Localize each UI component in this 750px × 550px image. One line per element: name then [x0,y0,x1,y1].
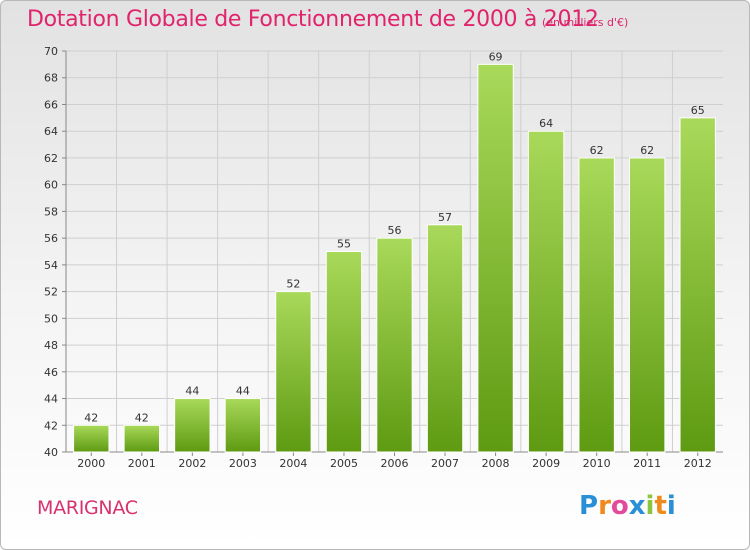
logo-letter: t [654,491,667,521]
data-label: 42 [135,411,149,424]
bar [679,117,716,453]
x-tick-label: 2010 [583,457,611,470]
x-tick-label: 2001 [128,457,156,470]
y-tick-label: 68 [44,72,58,85]
bar [578,157,615,453]
bar [629,157,666,453]
x-tick-label: 2005 [330,457,358,470]
y-tick-label: 42 [44,419,58,432]
commune-name: MARIGNAC [37,497,138,519]
bar [174,398,211,453]
data-label: 56 [388,224,402,237]
data-label: 52 [286,278,300,291]
y-tick-label: 54 [44,259,58,272]
data-label: 44 [236,385,250,398]
logo-letter: i [666,491,676,521]
data-label: 64 [539,117,553,130]
x-tick-label: 2004 [279,457,307,470]
bar [527,130,565,453]
y-tick-label: 60 [44,179,58,192]
data-label: 55 [337,238,351,251]
data-label: 57 [438,211,452,224]
bar [325,251,363,453]
y-tick-label: 48 [44,339,58,352]
data-label: 62 [590,144,604,157]
data-label: 62 [640,144,654,157]
chart-subtitle: (en milliers d'€) [542,16,629,29]
y-tick-label: 64 [44,125,58,138]
x-tick-label: 2011 [633,457,661,470]
y-tick-label: 46 [44,366,58,379]
logo-letter: x [628,491,646,521]
chart-title: Dotation Globale de Fonctionnement de 20… [27,7,599,32]
bar [426,224,464,453]
x-tick-label: 2000 [77,457,105,470]
x-tick-label: 2003 [229,457,257,470]
y-tick-label: 70 [44,45,58,58]
x-tick-label: 2009 [532,457,560,470]
data-label: 69 [489,50,503,63]
bar [73,424,110,453]
labels: 40 42 44 46 48 50 52 54 56 58 60 62 64 66 68 70 42 2000 42… [44,45,712,470]
y-tick-label: 50 [44,312,58,325]
bar [376,237,413,453]
x-tick-label: 2007 [431,457,459,470]
y-tick-label: 62 [44,152,58,165]
bars [73,63,716,453]
y-tick-label: 52 [44,286,58,299]
logo-letter: o [610,491,629,521]
x-tick-label: 2002 [178,457,206,470]
y-tick-label: 66 [44,98,58,111]
bar [275,291,312,453]
y-tick-label: 58 [44,205,58,218]
logo-letter: P [579,491,599,521]
logo-letter: i [645,491,655,521]
logo-letter: r [598,491,611,521]
data-label: 42 [84,411,98,424]
bar [224,398,262,453]
x-tick-label: 2008 [482,457,510,470]
x-tick-label: 2006 [381,457,409,470]
x-tick-label: 2012 [684,457,712,470]
y-tick-label: 56 [44,232,58,245]
proxiti-logo: Proxiti [579,491,676,521]
bar [123,424,160,453]
data-label: 44 [185,385,199,398]
y-tick-label: 44 [44,393,58,406]
bar [477,63,514,453]
y-tick-label: 40 [44,446,58,459]
data-label: 65 [691,104,705,117]
